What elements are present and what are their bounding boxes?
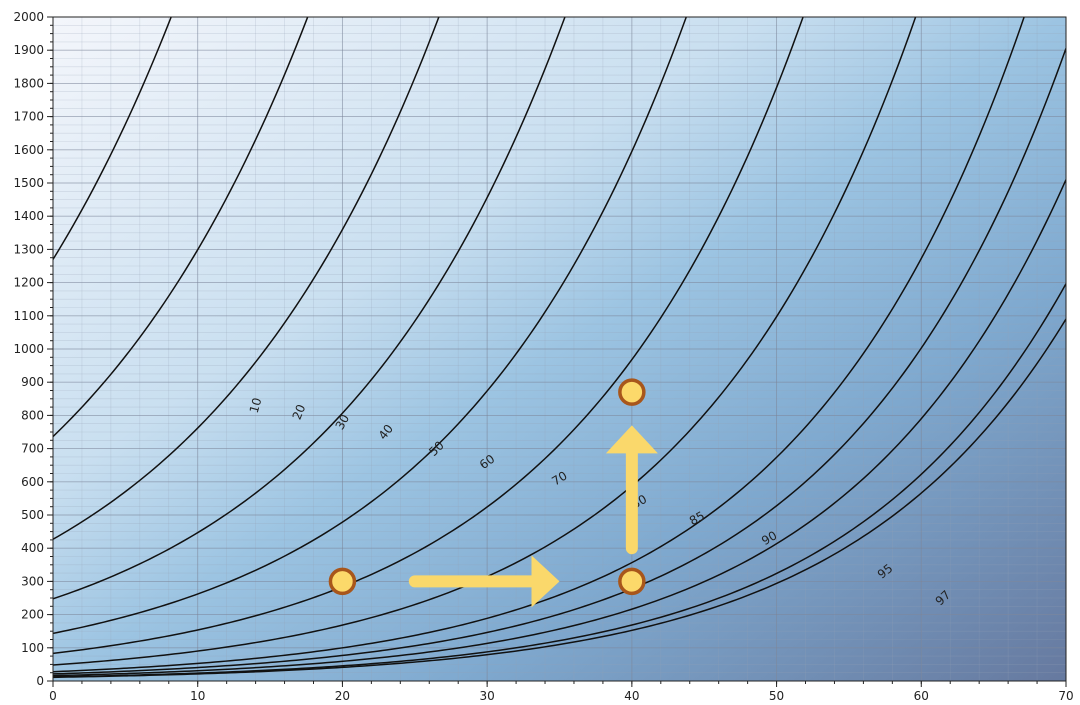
arrow-head [605, 425, 658, 454]
y-tick-label: 1900 [13, 43, 44, 57]
contour-line-85 [53, 48, 1066, 675]
contour-label-20: 20 [290, 402, 309, 421]
contour-line-10 [53, 17, 172, 260]
y-tick-label: 1000 [13, 342, 44, 356]
x-tick-label: 70 [1058, 689, 1073, 703]
y-tick-label: 1300 [13, 242, 44, 256]
y-tick-label: 500 [21, 508, 44, 522]
marker-1 [328, 567, 357, 596]
contour-line-20 [53, 17, 309, 438]
contour-label-85: 85 [687, 508, 707, 528]
arrow-head [531, 555, 560, 608]
contour-line-30 [53, 17, 440, 540]
contour-line-60 [53, 17, 804, 655]
y-tick-label: 800 [21, 408, 44, 422]
y-tick-label: 1200 [13, 276, 44, 290]
x-tick-label: 60 [914, 689, 929, 703]
marker-2 [618, 567, 646, 596]
contour-line-40 [53, 17, 566, 600]
arrow-1 [408, 555, 560, 608]
contour-label-70: 70 [549, 469, 569, 489]
contour-label-text: 10 [247, 396, 265, 415]
contour-line-97 [53, 318, 1066, 679]
x-axis: 0 10 20 30 40 50 60 70 [49, 681, 1074, 703]
y-tick-label: 1700 [13, 110, 44, 124]
contour-label-text: 30 [333, 412, 353, 432]
y-tick-label: 1500 [13, 176, 44, 190]
contour-label-text: 20 [290, 402, 309, 421]
arrow-2 [605, 425, 658, 555]
contour-label-text: 90 [759, 528, 779, 548]
contour-label-text: 85 [687, 508, 707, 528]
y-tick-label: 1400 [13, 209, 44, 223]
x-tick-label: 30 [480, 689, 495, 703]
x-tick-label: 0 [49, 689, 57, 703]
annotations [328, 378, 658, 608]
contour-lines [53, 17, 1066, 679]
y-tick-label: 1800 [13, 76, 44, 90]
x-tick-label: 50 [769, 689, 784, 703]
y-tick-label: 1100 [13, 309, 44, 323]
marker-3 [618, 378, 646, 406]
contour-line-95 [53, 283, 1066, 678]
contour-line-90 [53, 179, 1066, 677]
contour-line-80 [53, 17, 1025, 673]
y-tick-label: 0 [36, 674, 44, 688]
x-tick-label: 40 [624, 689, 639, 703]
x-tick-label: 20 [335, 689, 350, 703]
y-axis: 0 100 200 300 400 500 600 700 800 900 1000 1100 1200… [13, 10, 53, 688]
y-tick-label: 900 [21, 375, 44, 389]
contour-line-70 [53, 17, 917, 666]
y-tick-label: 100 [21, 641, 44, 655]
contour-label-text: 70 [549, 469, 569, 489]
y-tick-label: 300 [21, 574, 44, 588]
y-tick-label: 200 [21, 608, 44, 622]
y-tick-label: 1600 [13, 143, 44, 157]
y-tick-label: 600 [21, 475, 44, 489]
contour-label-10: 10 [247, 396, 265, 415]
contour-label-90: 90 [759, 528, 779, 548]
contour-line-50 [53, 17, 688, 635]
x-tick-label: 10 [190, 689, 205, 703]
y-tick-label: 700 [21, 442, 44, 456]
y-tick-label: 400 [21, 541, 44, 555]
y-tick-label: 2000 [13, 10, 44, 24]
contour-label-30: 30 [333, 412, 353, 432]
